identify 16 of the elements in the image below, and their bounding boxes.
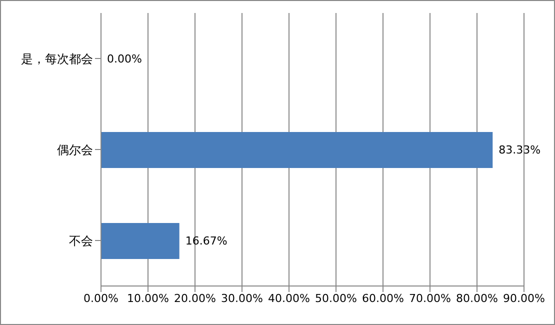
x-tick-label: 40.00% — [268, 292, 310, 305]
x-tick-label: 20.00% — [174, 292, 216, 305]
y-tick-label: 偶尔会 — [57, 142, 93, 157]
x-tick-label: 80.00% — [456, 292, 498, 305]
x-tick-label: 70.00% — [409, 292, 451, 305]
x-tick-label: 50.00% — [315, 292, 357, 305]
x-tick-label: 60.00% — [362, 292, 404, 305]
data-label: 0.00% — [107, 52, 142, 66]
y-tick-label: 不会 — [69, 234, 93, 248]
x-tick-label: 30.00% — [221, 292, 263, 305]
y-tick-label: 是，每次都会 — [21, 52, 93, 66]
data-label: 83.33% — [498, 143, 541, 156]
x-tick-label: 10.00% — [127, 292, 169, 305]
x-tick-label: 90.00% — [503, 292, 545, 305]
x-tick-label: 0.00% — [84, 292, 118, 305]
data-label: 16.67% — [185, 234, 228, 248]
